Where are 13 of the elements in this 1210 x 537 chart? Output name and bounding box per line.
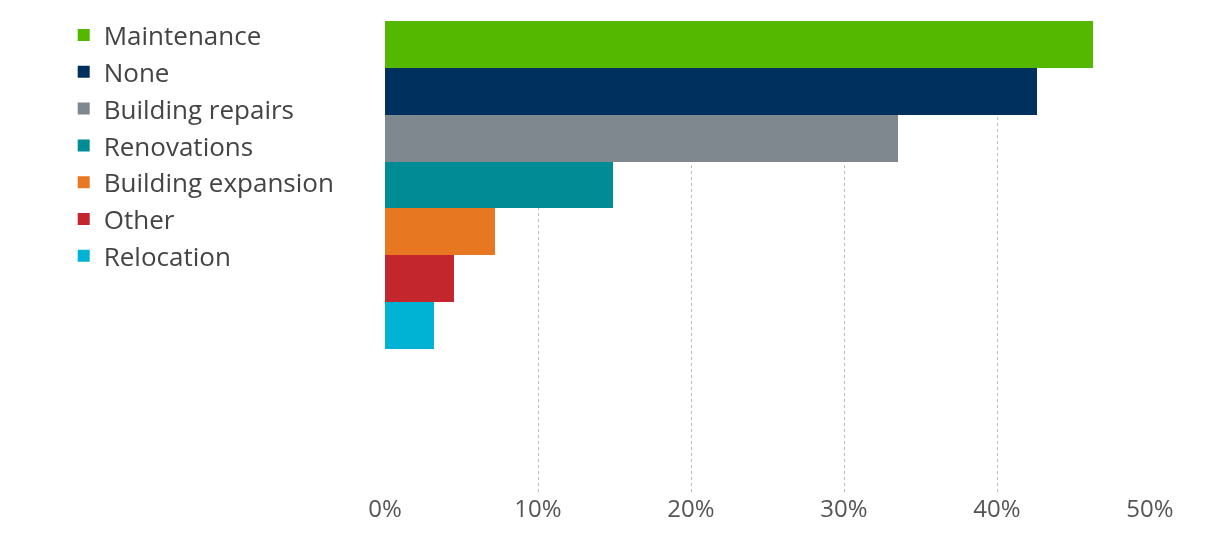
legend-label: Maintenance bbox=[103, 17, 262, 54]
x-tick-label: 30% bbox=[820, 491, 868, 524]
legend-label: Building repairs bbox=[103, 90, 295, 127]
legend-label: Other bbox=[103, 201, 175, 238]
legend-label: Building expansion bbox=[103, 164, 334, 201]
x-tick-label: 20% bbox=[667, 491, 715, 524]
x-tick-label: 40% bbox=[973, 491, 1021, 524]
x-tick-label: 10% bbox=[514, 491, 562, 524]
legend-label: Renovations bbox=[103, 127, 254, 164]
legend-label: Relocation bbox=[103, 237, 231, 274]
x-tick-label: 0% bbox=[368, 491, 402, 524]
legend-label: None bbox=[103, 53, 170, 90]
x-tick-label: 50% bbox=[1126, 491, 1174, 524]
